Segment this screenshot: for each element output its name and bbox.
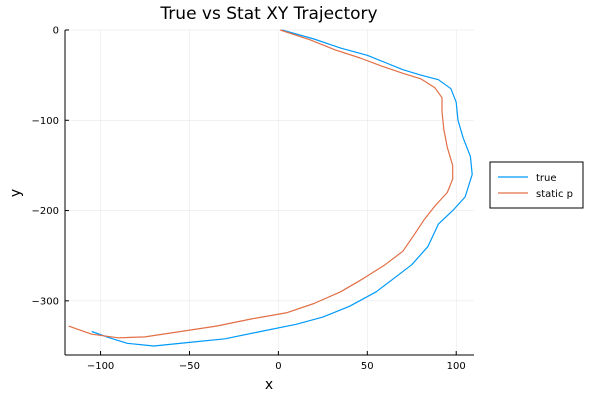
y-tick-label-3: −300: [32, 296, 59, 307]
series-line-static-p: [68, 29, 454, 339]
series-layer: [68, 29, 473, 347]
x-tick-label-0: −100: [87, 361, 114, 372]
y-tick-label-1: −100: [32, 116, 59, 127]
chart-title: True vs Stat XY Trajectory: [159, 4, 377, 24]
y-tick-label-2: −200: [32, 206, 59, 217]
legend-label-static-p: static p: [536, 189, 573, 200]
legend-label-true: true: [536, 173, 557, 184]
axes: −100 −50 0 50 100 0 −100 −200 −300: [32, 26, 474, 372]
grid: [65, 29, 474, 355]
x-axis-label: x: [265, 377, 273, 393]
series-line-true: [91, 29, 473, 347]
y-tick-label-0: 0: [53, 26, 59, 37]
x-tick-label-3: 50: [361, 361, 374, 372]
legend: true static p: [489, 161, 584, 209]
x-tick-label-2: 0: [275, 361, 281, 372]
x-tick-label-1: −50: [179, 361, 200, 372]
y-axis-label: y: [8, 189, 24, 197]
x-tick-label-4: 100: [447, 361, 466, 372]
legend-box: [489, 161, 584, 209]
